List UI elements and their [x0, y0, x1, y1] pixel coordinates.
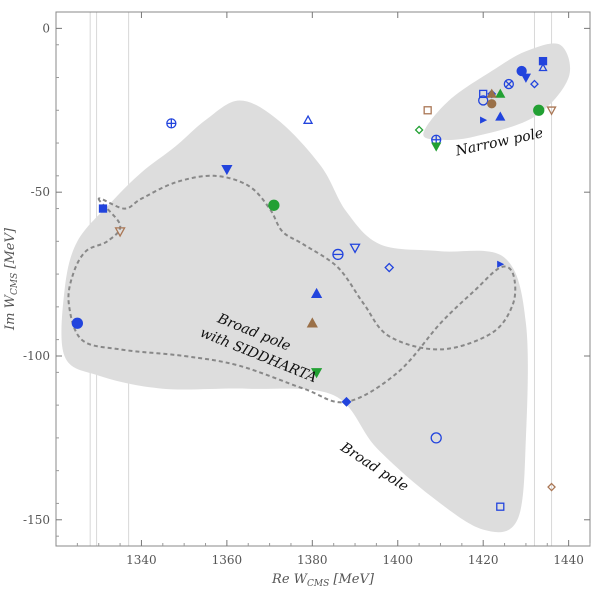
narrow-pole-region [423, 43, 571, 141]
data-point-triangle-down [221, 165, 233, 176]
data-point-triangle-right [480, 116, 488, 124]
data-point-square [479, 89, 488, 99]
data-point-circle-plus [166, 118, 177, 129]
data-point-circle [533, 104, 545, 116]
data-point-circle-x [503, 78, 514, 90]
regions-layer [61, 43, 571, 533]
data-point-diamond [547, 482, 556, 492]
data-points [71, 56, 557, 511]
data-point-triangle-up [310, 287, 323, 298]
x-tick-label: 1440 [553, 553, 584, 567]
data-point-triangle-down [431, 142, 442, 152]
axis-ticks: 1340 1360 1380 1400 1420 1440 0 -50 -100 -150 [23, 12, 591, 567]
y-tick-label: -150 [23, 513, 50, 527]
x-tick-label: 1340 [126, 553, 157, 567]
data-point-square [423, 106, 432, 115]
data-point-triangle-down [520, 73, 532, 83]
x-tick-label: 1420 [468, 553, 499, 567]
x-tick-label: 1380 [297, 553, 328, 567]
data-point-diamond [341, 396, 352, 407]
data-point-circle [71, 317, 84, 329]
data-point-triangle-up [486, 88, 497, 98]
y-axis-title: Im WCMS [MeV] [3, 227, 20, 331]
data-point-triangle-up [538, 62, 548, 72]
data-point-circle [478, 95, 489, 106]
plot-frame [55, 11, 591, 547]
y-tick-label: 0 [42, 21, 50, 35]
y-tick-label: -50 [31, 185, 50, 199]
data-point-circle [430, 432, 442, 444]
broad-pole-region [61, 100, 528, 533]
y-tick-label: -100 [23, 349, 50, 363]
x-tick-label: 1400 [382, 553, 413, 567]
data-point-triangle-up [306, 317, 318, 328]
data-point-diamond [384, 262, 395, 273]
data-point-diamond [414, 125, 424, 135]
data-point-triangle-up [302, 114, 314, 124]
data-point-circle-minus [332, 248, 344, 261]
x-tick-label: 1360 [212, 553, 243, 567]
siddharta-region [67, 174, 517, 404]
data-point-triangle-up [495, 111, 506, 121]
data-point-circle [487, 99, 497, 109]
data-point-triangle-down [310, 368, 323, 379]
data-point-circle [268, 199, 280, 211]
data-point-square [98, 204, 108, 213]
data-point-square [496, 502, 505, 511]
data-point-circle [516, 65, 527, 77]
x-axis-title: Re WCMS [MeV] [271, 572, 375, 589]
data-point-triangle-up [495, 88, 506, 98]
data-point-triangle-down [349, 243, 361, 254]
data-point-triangle-down [546, 106, 557, 116]
data-point-triangle-right [497, 260, 505, 268]
data-point-diamond [530, 79, 539, 89]
data-point-triangle-down [114, 227, 126, 238]
